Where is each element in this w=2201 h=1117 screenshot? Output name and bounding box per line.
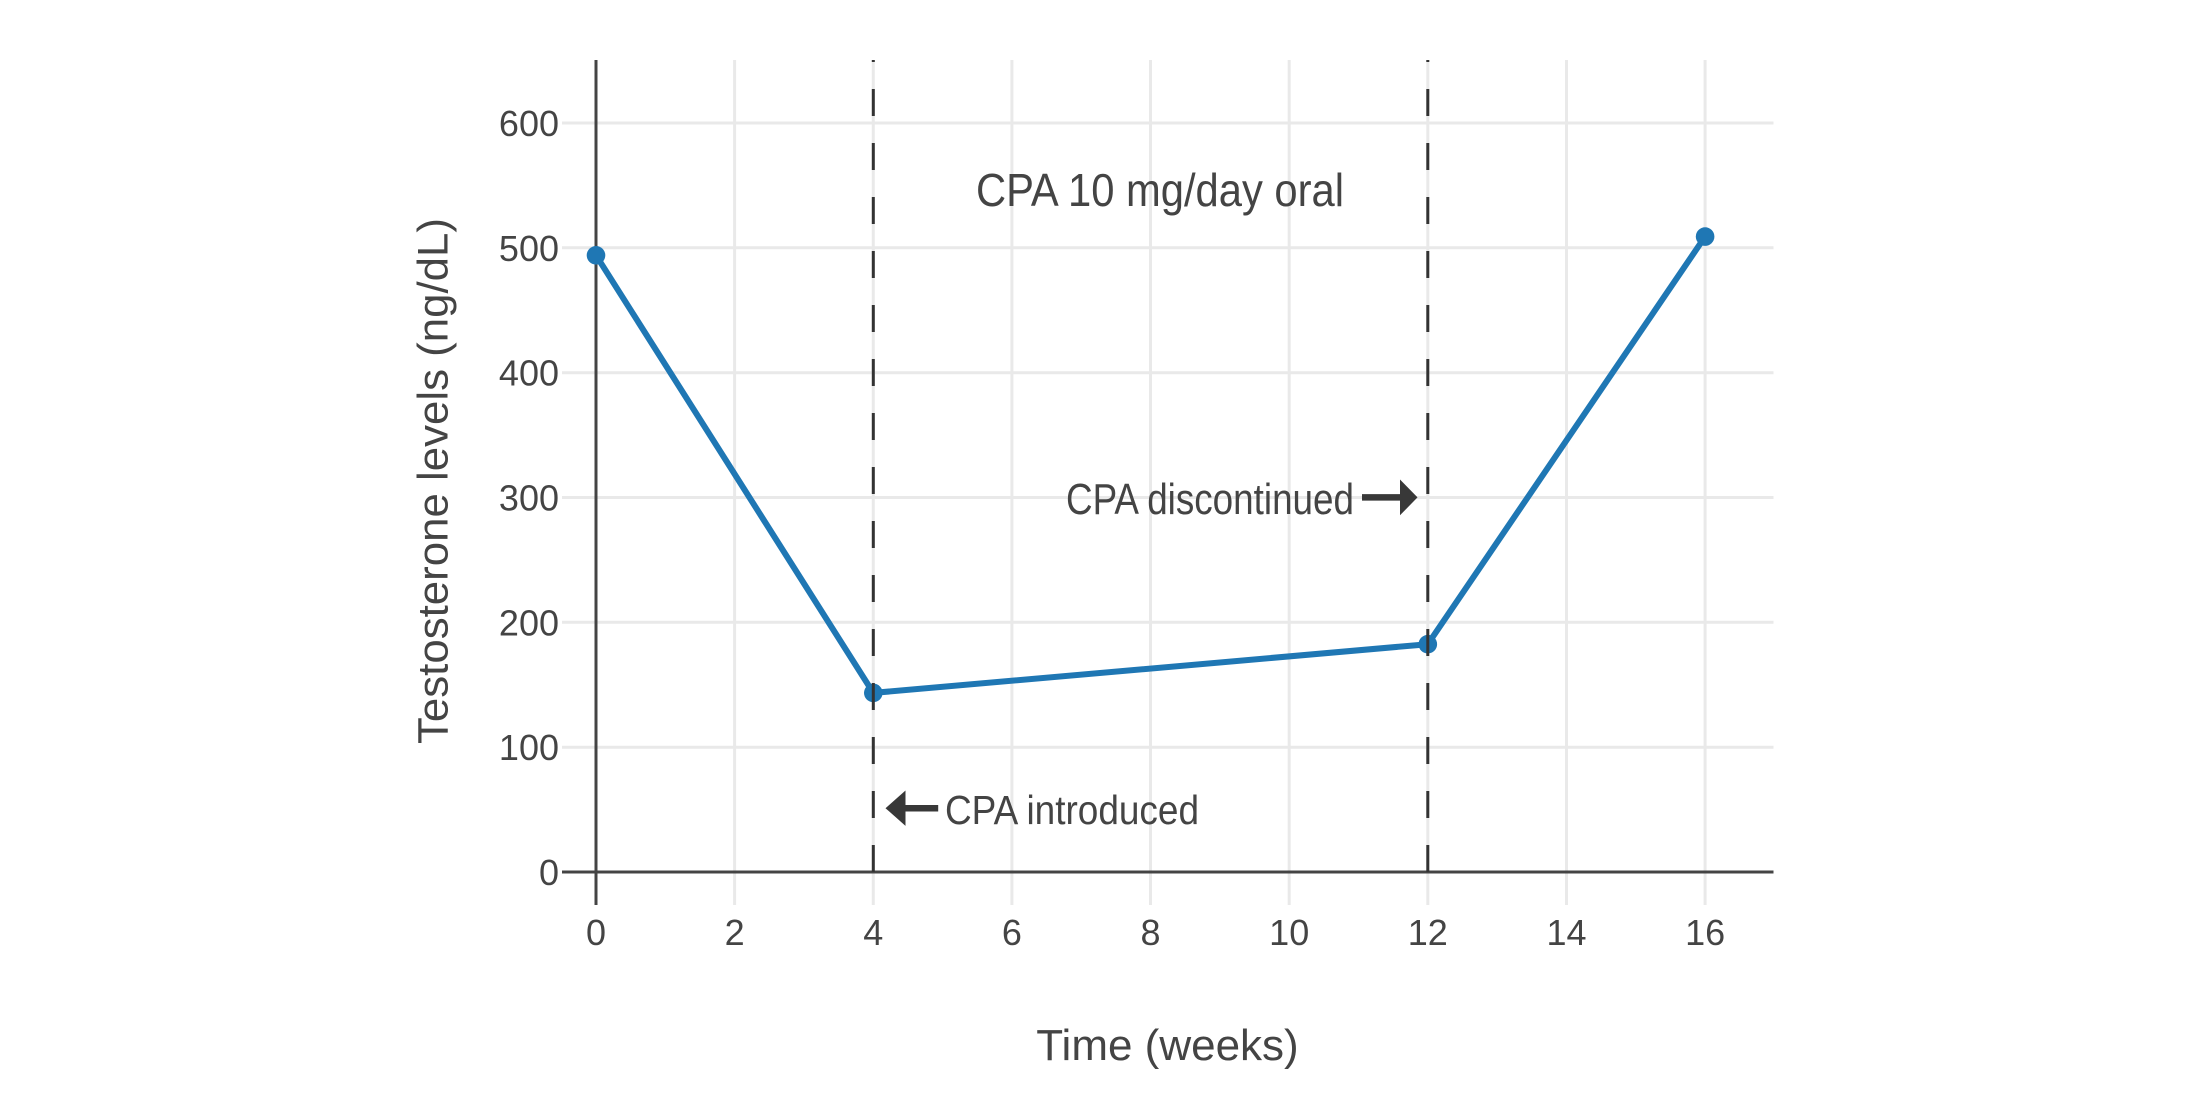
svg-text:Time (weeks): Time (weeks) bbox=[1036, 1021, 1298, 1070]
svg-text:0: 0 bbox=[539, 852, 559, 893]
svg-text:500: 500 bbox=[499, 228, 559, 269]
svg-text:CPA introduced: CPA introduced bbox=[945, 787, 1199, 833]
svg-text:4: 4 bbox=[863, 912, 883, 953]
svg-text:300: 300 bbox=[499, 478, 559, 519]
svg-text:10: 10 bbox=[1269, 912, 1309, 953]
svg-text:Testosterone levels (ng/dL): Testosterone levels (ng/dL) bbox=[410, 218, 458, 744]
svg-text:200: 200 bbox=[499, 602, 559, 643]
svg-text:100: 100 bbox=[499, 727, 559, 768]
svg-text:12: 12 bbox=[1408, 912, 1448, 953]
svg-text:16: 16 bbox=[1685, 912, 1725, 953]
svg-text:CPA discontinued: CPA discontinued bbox=[1066, 475, 1354, 524]
svg-text:400: 400 bbox=[499, 353, 559, 394]
svg-text:CPA 10 mg/day oral: CPA 10 mg/day oral bbox=[976, 164, 1344, 216]
svg-text:8: 8 bbox=[1140, 912, 1160, 953]
svg-text:0: 0 bbox=[586, 912, 606, 953]
svg-text:6: 6 bbox=[1002, 912, 1022, 953]
svg-text:600: 600 bbox=[499, 103, 559, 144]
svg-text:2: 2 bbox=[725, 912, 745, 953]
svg-text:14: 14 bbox=[1546, 912, 1586, 953]
